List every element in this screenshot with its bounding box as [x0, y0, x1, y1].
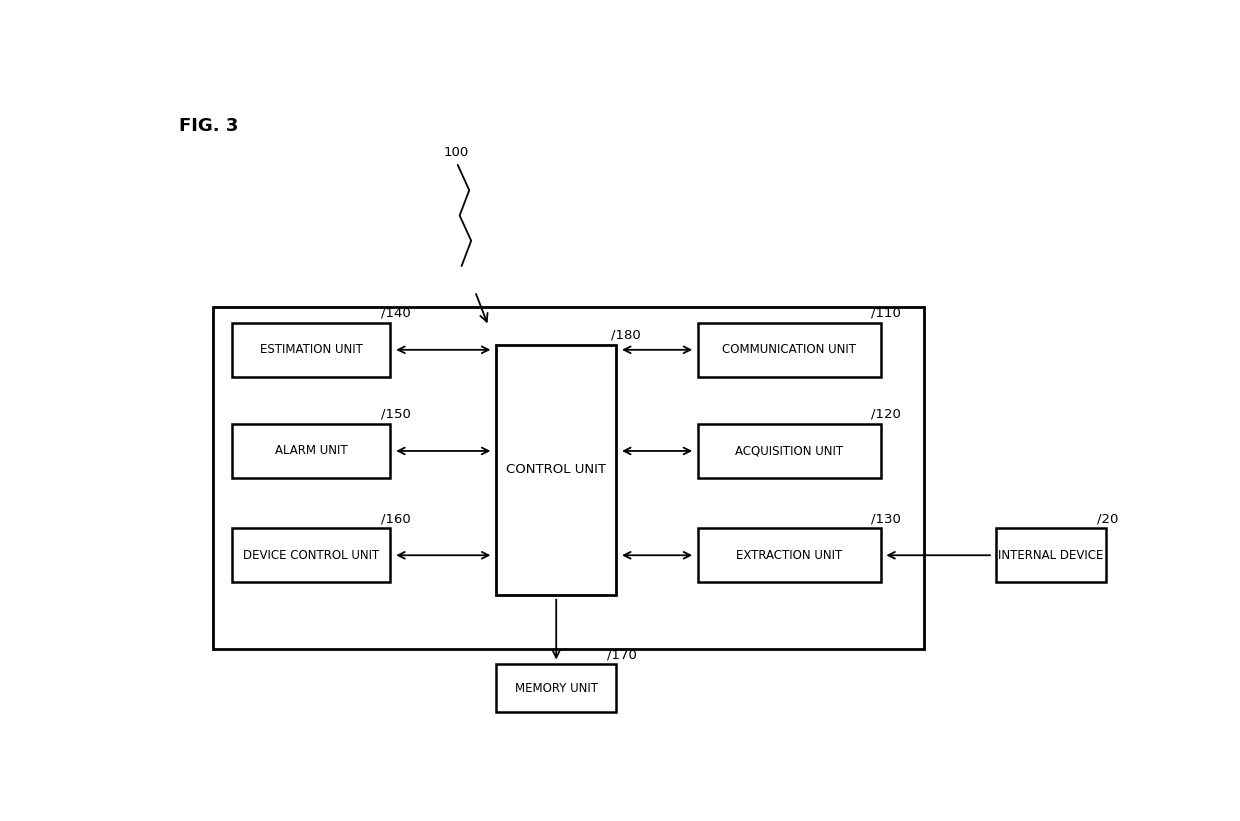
Text: /20: /20 — [1096, 512, 1118, 525]
Text: /120: /120 — [870, 408, 900, 421]
Text: MEMORY UNIT: MEMORY UNIT — [515, 681, 598, 695]
Bar — [496, 345, 616, 594]
Bar — [698, 424, 880, 478]
Bar — [698, 323, 880, 377]
Text: ACQUISITION UNIT: ACQUISITION UNIT — [735, 444, 843, 457]
Bar — [213, 307, 924, 649]
Text: /160: /160 — [381, 512, 410, 525]
Text: INTERNAL DEVICE: INTERNAL DEVICE — [998, 548, 1104, 562]
Text: FIG. 3: FIG. 3 — [179, 117, 238, 135]
Text: /140: /140 — [381, 307, 410, 319]
Text: COMMUNICATION UNIT: COMMUNICATION UNIT — [722, 343, 857, 356]
Bar — [232, 529, 391, 582]
Text: ALARM UNIT: ALARM UNIT — [275, 444, 347, 457]
Bar — [698, 529, 880, 582]
Text: ESTIMATION UNIT: ESTIMATION UNIT — [259, 343, 362, 356]
Bar — [232, 424, 391, 478]
Text: CONTROL UNIT: CONTROL UNIT — [506, 463, 606, 476]
Bar — [496, 664, 616, 712]
Text: /110: /110 — [870, 307, 900, 319]
Text: EXTRACTION UNIT: EXTRACTION UNIT — [737, 548, 842, 562]
Bar — [996, 529, 1106, 582]
Text: /130: /130 — [870, 512, 900, 525]
Text: DEVICE CONTROL UNIT: DEVICE CONTROL UNIT — [243, 548, 379, 562]
Text: /170: /170 — [606, 648, 636, 661]
Bar — [232, 323, 391, 377]
Text: 100: 100 — [444, 145, 469, 158]
Text: /150: /150 — [381, 408, 410, 421]
Text: /180: /180 — [611, 328, 641, 342]
